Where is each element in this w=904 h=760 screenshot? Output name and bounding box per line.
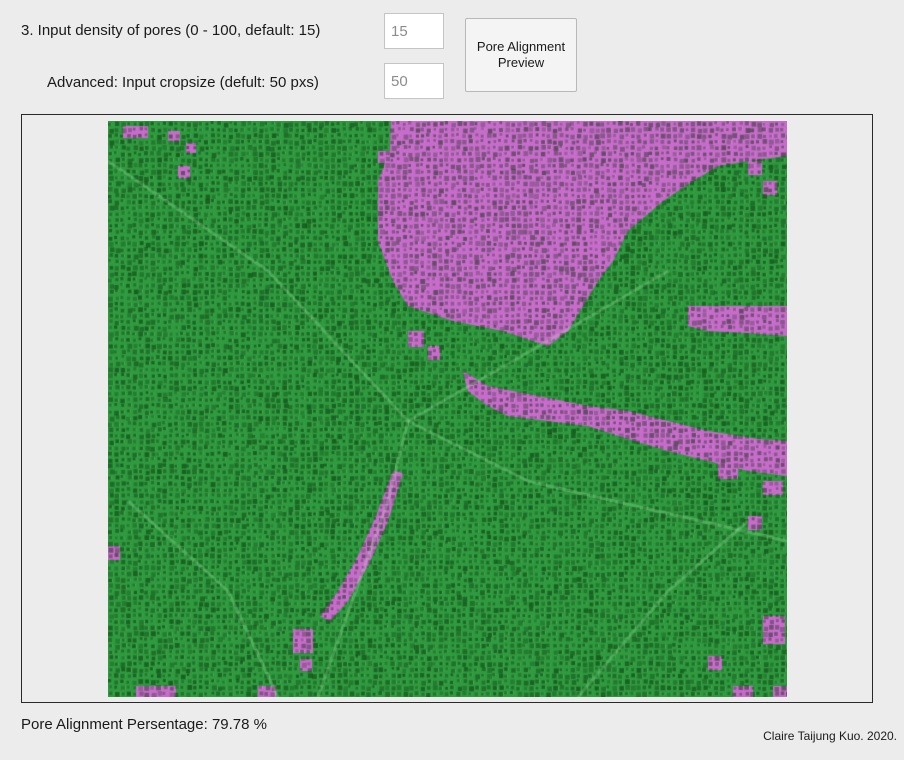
image-panel [21, 114, 873, 703]
credit-label: Claire Taijung Kuo. 2020. [763, 729, 897, 743]
pore-alignment-image [108, 121, 787, 697]
cropsize-label: Advanced: Input cropsize (defult: 50 pxs… [47, 74, 319, 91]
cropsize-input[interactable] [384, 63, 444, 99]
alignment-percentage-label: Pore Alignment Persentage: 79.78 % [21, 716, 267, 733]
density-input[interactable] [384, 13, 444, 49]
density-label: 3. Input density of pores (0 - 100, defa… [21, 22, 321, 39]
pore-alignment-preview-button[interactable]: Pore Alignment Preview [465, 18, 577, 92]
